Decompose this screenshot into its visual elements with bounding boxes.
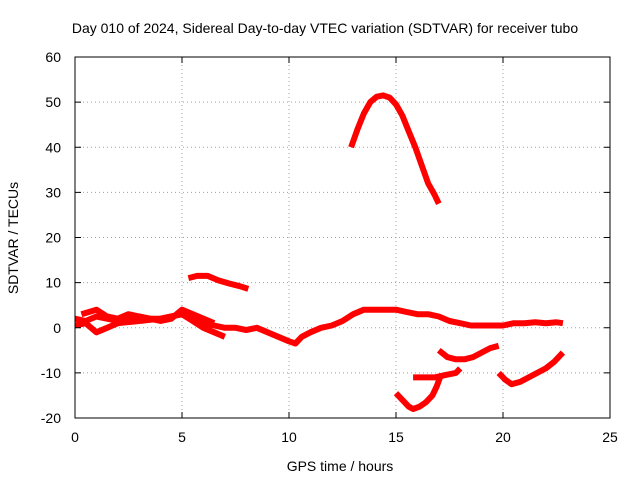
series-line-arc-6 bbox=[496, 350, 566, 388]
x-tick-label: 10 bbox=[281, 429, 297, 445]
series-line-arc-low-a bbox=[74, 306, 564, 347]
y-tick-label: -10 bbox=[41, 365, 61, 381]
x-tick-label: 0 bbox=[71, 429, 79, 445]
y-tick-label: 50 bbox=[45, 94, 61, 110]
y-tick-label: 30 bbox=[45, 184, 61, 200]
series-line-arc-5 bbox=[436, 342, 500, 363]
x-axis-label: GPS time / hours bbox=[287, 458, 394, 474]
series-line-arc-4 bbox=[413, 366, 463, 381]
y-axis-label: SDTVAR / TECUs bbox=[5, 182, 21, 294]
chart-title: Day 010 of 2024, Sidereal Day-to-day VTE… bbox=[72, 20, 579, 36]
x-tick-label: 20 bbox=[495, 429, 511, 445]
series-line-arc-low-c bbox=[80, 306, 216, 326]
y-tick-label: 10 bbox=[45, 275, 61, 291]
x-tick-label: 15 bbox=[388, 429, 404, 445]
x-tick-label: 5 bbox=[178, 429, 186, 445]
x-tick-label: 25 bbox=[602, 429, 618, 445]
y-tick-label: 0 bbox=[53, 320, 61, 336]
series-line-arc-1 bbox=[187, 272, 250, 292]
series-line-arc-3 bbox=[393, 374, 444, 412]
series-layer bbox=[74, 92, 566, 412]
y-tick-label: -20 bbox=[41, 410, 61, 426]
ticks: 0 5 10 15 20 25 -20 -10 0 10 20 30 40 50 60 bbox=[41, 49, 618, 445]
y-tick-label: 60 bbox=[45, 49, 61, 65]
series-line-arc-2 bbox=[348, 92, 442, 205]
y-tick-label: 20 bbox=[45, 230, 61, 246]
y-tick-label: 40 bbox=[45, 139, 61, 155]
grid bbox=[75, 57, 610, 418]
